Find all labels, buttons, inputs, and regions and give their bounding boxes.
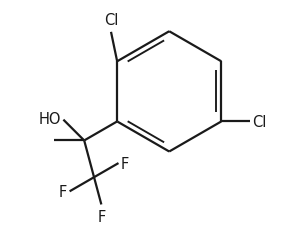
Text: HO: HO — [38, 112, 61, 126]
Text: F: F — [121, 156, 129, 171]
Text: F: F — [59, 184, 67, 199]
Text: F: F — [97, 209, 105, 224]
Text: Cl: Cl — [252, 114, 267, 130]
Text: Cl: Cl — [104, 13, 118, 28]
